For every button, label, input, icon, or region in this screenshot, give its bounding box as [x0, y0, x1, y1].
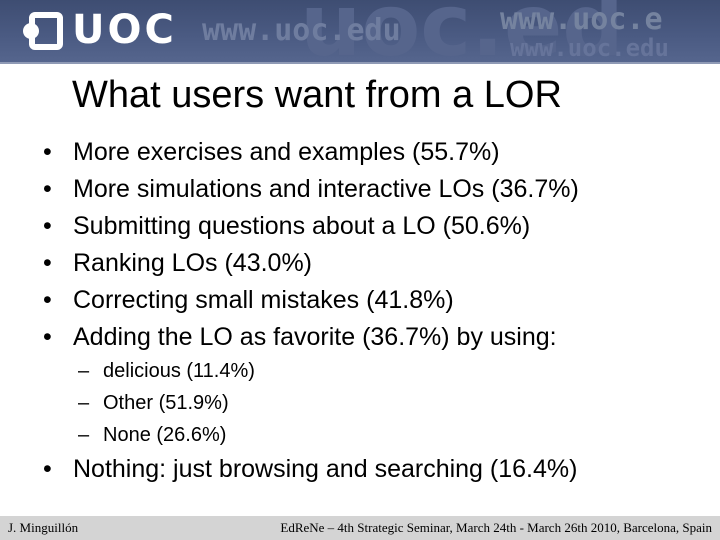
- last-bullet-list: • Nothing: just browsing and searching (1…: [0, 451, 720, 488]
- header-divider: [0, 62, 720, 64]
- header-url-watermark-top: www.uoc.e: [500, 2, 663, 37]
- footer-author: J. Minguillón: [8, 520, 79, 535]
- bullet-text: More simulations and interactive LOs (36…: [73, 175, 579, 203]
- bullet-marker: •: [43, 323, 52, 351]
- bullet-marker: •: [43, 138, 52, 166]
- footer-event: EdReNe – 4th Strategic Seminar, March 24…: [280, 520, 712, 535]
- slide-title: What users want from a LOR: [72, 74, 562, 116]
- header-watermark-text: uoc.ed: [300, 0, 624, 64]
- bullet-item: • Ranking LOs (43.0%): [0, 245, 720, 282]
- header-url-watermark-bottom: www.uoc.edu: [510, 34, 669, 62]
- bullet-marker: •: [43, 249, 52, 277]
- bullet-list: • More exercises and examples (55.7%) • Mo…: [0, 134, 720, 356]
- bullet-item: • Submitting questions about a LO (50.6%): [0, 208, 720, 245]
- sub-bullet-marker: –: [78, 392, 90, 414]
- uoc-logo-text: UOC: [72, 7, 177, 53]
- bullet-text: Correcting small mistakes (41.8%): [73, 286, 454, 314]
- bullet-item: • Correcting small mistakes (41.8%): [0, 282, 720, 319]
- bullet-text: Submitting questions about a LO (50.6%): [73, 212, 531, 240]
- sub-bullet-list: – delicious (11.4%) – Other (51.9%) – None …: [0, 355, 720, 451]
- bullet-item: • Adding the LO as favorite (36.7%) by us…: [0, 319, 720, 356]
- uoc-logo-icon: [23, 12, 63, 50]
- bullet-text: More exercises and examples (55.7%): [73, 138, 500, 166]
- bullet-text: Nothing: just browsing and searching (16…: [73, 455, 578, 483]
- bullet-item: • More exercises and examples (55.7%): [0, 134, 720, 171]
- header-url: www.uoc.edu: [202, 13, 401, 48]
- bullet-text: Ranking LOs (43.0%): [73, 249, 313, 277]
- bullet-text: Adding the LO as favorite (36.7%) by usi…: [73, 323, 557, 351]
- bullet-item: • More simulations and interactive LOs (3…: [0, 171, 720, 208]
- sub-bullet-marker: –: [78, 360, 90, 382]
- sub-bullet-text: delicious (11.4%): [103, 360, 255, 382]
- sub-bullet-item: – Other (51.9%): [0, 387, 720, 419]
- bullet-marker: •: [43, 175, 52, 203]
- sub-bullet-text: None (26.6%): [103, 424, 227, 446]
- bullet-marker: •: [43, 212, 52, 240]
- sub-bullet-marker: –: [78, 424, 90, 446]
- bullet-marker: •: [43, 286, 52, 314]
- sub-bullet-text: Other (51.9%): [103, 392, 229, 414]
- sub-bullet-item: – delicious (11.4%): [0, 355, 720, 387]
- slide-footer: J. Minguillón EdReNe – 4th Strategic Sem…: [0, 516, 720, 540]
- sub-bullet-item: – None (26.6%): [0, 419, 720, 451]
- bullet-item: • Nothing: just browsing and searching (1…: [0, 451, 720, 488]
- bullet-marker: •: [43, 455, 52, 483]
- slide-header: uoc.ed www.uoc.e www.uoc.edu UOC www.uoc…: [0, 0, 720, 64]
